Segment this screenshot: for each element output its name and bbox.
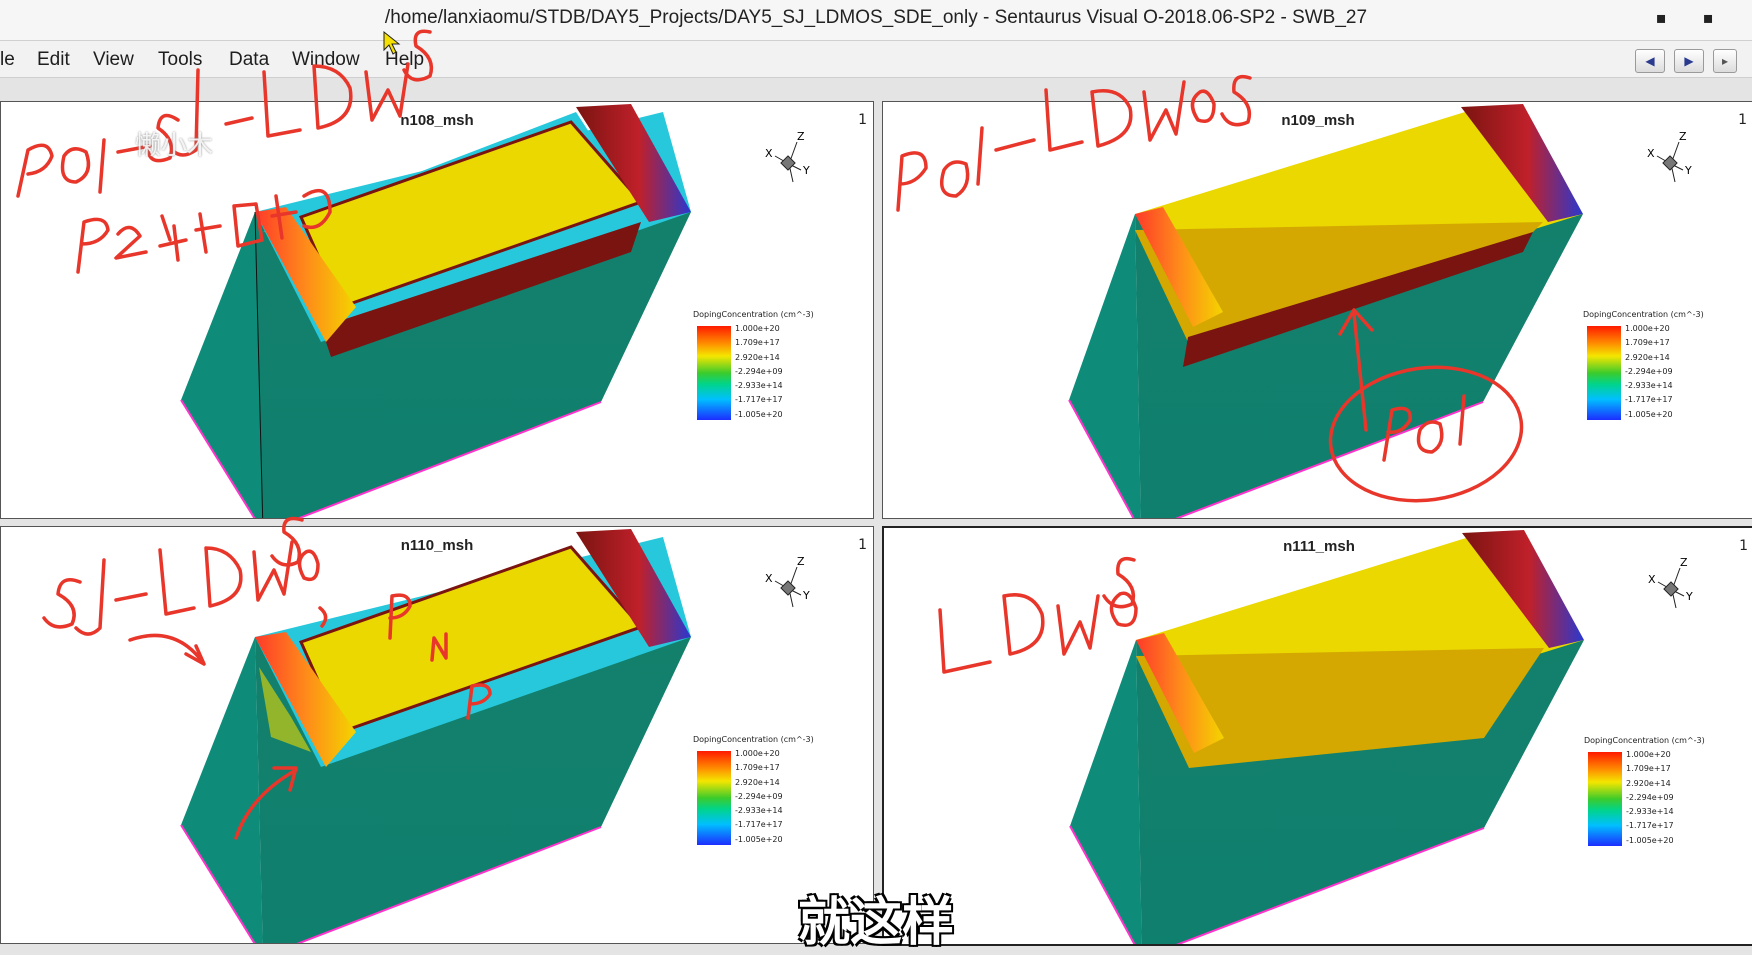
axis-triad-icon: Z X Y: [1648, 556, 1693, 609]
menu-window[interactable]: Window: [292, 49, 360, 70]
panel-title: n111_msh: [1283, 538, 1355, 555]
svg-text:Z: Z: [1679, 130, 1687, 143]
back-button[interactable]: ◀: [1635, 49, 1665, 73]
video-subtitle: 就这样: [797, 893, 954, 953]
mouse-cursor-icon: [383, 30, 401, 55]
svg-text:X: X: [1648, 573, 1656, 586]
svg-text:Y: Y: [802, 164, 810, 177]
window-title: /home/lanxiaomu/STDB/DAY5_Projects/DAY5_…: [384, 7, 1368, 28]
panel-number: 1: [858, 112, 867, 128]
svg-text:Z: Z: [797, 130, 805, 143]
panel-number: 1: [858, 537, 867, 553]
forward-button[interactable]: ▶: [1674, 49, 1704, 73]
device-3d-n110: [180, 529, 691, 943]
svg-text:X: X: [765, 147, 773, 160]
watermark: 懒小木: [135, 131, 214, 161]
color-scale: [1588, 752, 1622, 846]
panel-title: n110_msh: [400, 537, 474, 554]
color-scale: [697, 326, 731, 420]
axis-triad-icon: Z X Y: [765, 130, 810, 183]
doping-legend: DopingConcentration (cm^-3) 1.000e+20 1.…: [1584, 736, 1705, 846]
svg-text:Y: Y: [802, 589, 810, 602]
close-button[interactable]: ▪: [1702, 8, 1714, 27]
overflow-button[interactable]: ▸: [1713, 49, 1737, 73]
viewport-n108[interactable]: n108_msh 1 Z X Y DopingConcentration (cm…: [0, 101, 874, 519]
minimize-button[interactable]: ▪: [1655, 8, 1667, 27]
svg-text:Z: Z: [797, 555, 805, 568]
device-3d-n108: [180, 104, 691, 518]
panel-number: 1: [1739, 538, 1748, 554]
svg-text:Y: Y: [1684, 164, 1692, 177]
viewport-n111[interactable]: n111_msh 1 Z X Y DopingConcentration (cm…: [882, 526, 1752, 946]
panel-title: n109_msh: [1281, 112, 1355, 129]
doping-legend: DopingConcentration (cm^-3) 1.000e+20 1.…: [1583, 310, 1704, 420]
panel-title: n108_msh: [400, 112, 474, 129]
window-titlebar: /home/lanxiaomu/STDB/DAY5_Projects/DAY5_…: [0, 0, 1752, 41]
menu-bar: le Edit View Tools Data Window Help: [0, 41, 1752, 78]
axis-triad-icon: Z X Y: [1647, 130, 1692, 183]
svg-text:Y: Y: [1685, 590, 1693, 603]
menu-tools[interactable]: Tools: [158, 49, 203, 70]
menu-view[interactable]: View: [93, 49, 134, 70]
menu-data[interactable]: Data: [229, 49, 270, 70]
color-scale: [1587, 326, 1621, 420]
svg-text:X: X: [1647, 147, 1655, 160]
panel-number: 1: [1738, 112, 1747, 128]
axis-triad-icon: Z X Y: [765, 555, 810, 608]
device-3d-n111: [1069, 530, 1584, 944]
menu-edit[interactable]: Edit: [37, 49, 70, 70]
svg-text:Z: Z: [1680, 556, 1688, 569]
svg-text:X: X: [765, 572, 773, 585]
menu-file[interactable]: le: [0, 49, 15, 70]
color-scale: [697, 751, 731, 845]
doping-legend: DopingConcentration (cm^-3) 1.000e+20 1.…: [693, 310, 814, 420]
doping-legend: DopingConcentration (cm^-3) 1.000e+20 1.…: [693, 735, 814, 845]
device-3d-n109: [1068, 104, 1583, 518]
viewport-n109[interactable]: n109_msh 1 Z X Y DopingConcentration (cm…: [882, 101, 1752, 519]
